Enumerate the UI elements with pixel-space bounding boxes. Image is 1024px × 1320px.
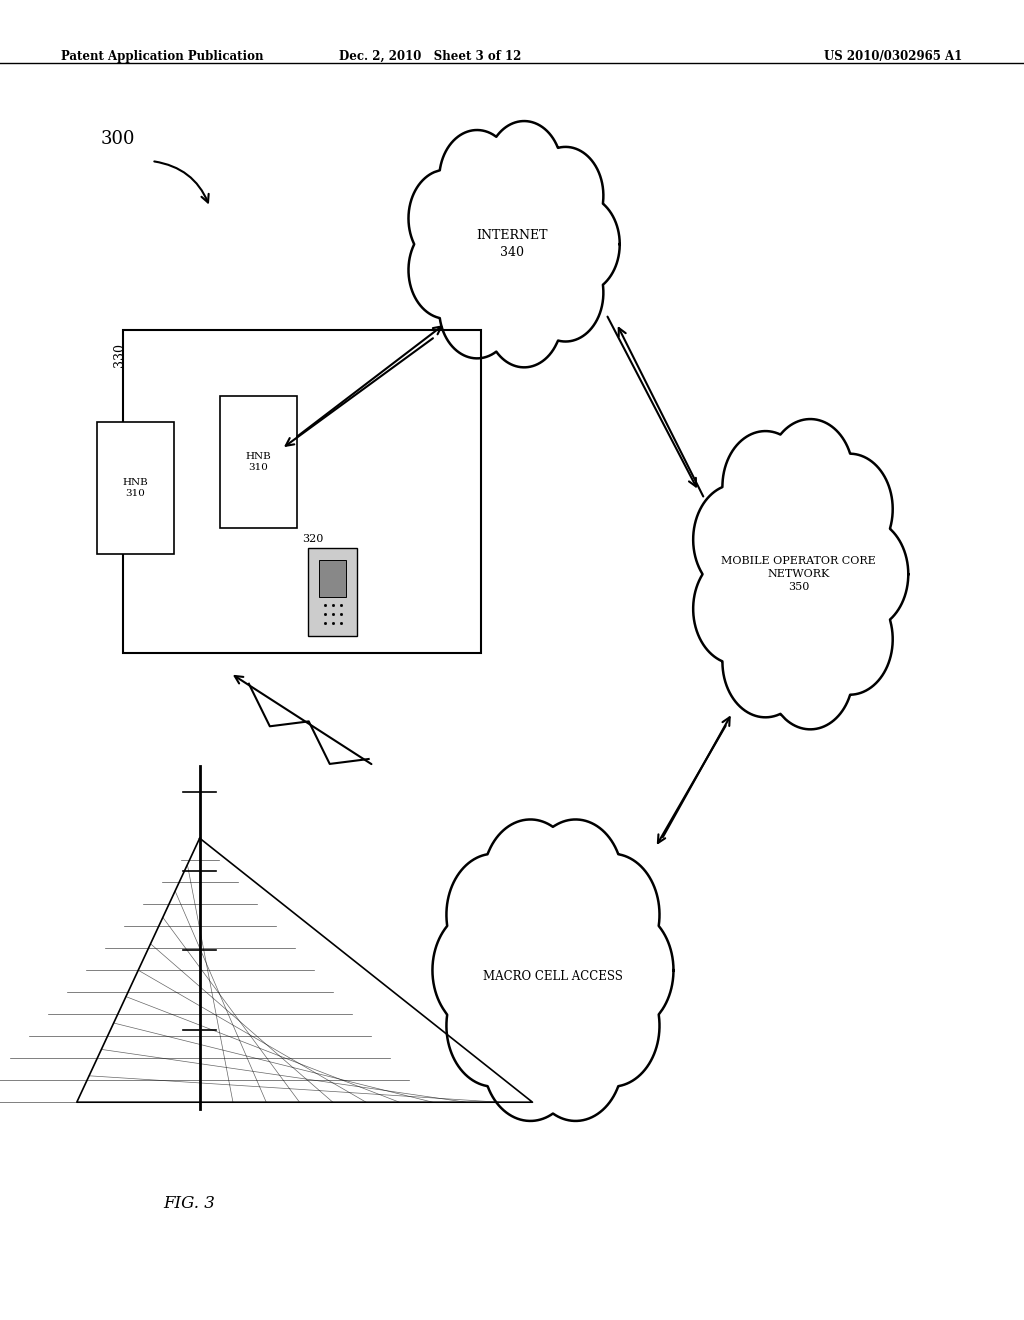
Circle shape: [565, 965, 659, 1086]
Circle shape: [483, 999, 578, 1121]
Text: 320: 320: [302, 533, 324, 544]
Circle shape: [693, 553, 779, 664]
Circle shape: [807, 454, 893, 565]
Text: HNB
310: HNB 310: [246, 451, 271, 473]
Circle shape: [439, 261, 515, 358]
Circle shape: [767, 418, 853, 529]
Circle shape: [723, 432, 809, 543]
Circle shape: [446, 854, 541, 975]
Circle shape: [432, 909, 527, 1031]
Circle shape: [483, 820, 578, 941]
FancyArrowPatch shape: [155, 161, 209, 202]
Text: Dec. 2, 2010   Sheet 3 of 12: Dec. 2, 2010 Sheet 3 of 12: [339, 50, 521, 63]
Circle shape: [439, 131, 515, 227]
Circle shape: [767, 619, 853, 730]
Circle shape: [693, 484, 779, 595]
Circle shape: [436, 148, 588, 342]
Circle shape: [723, 606, 809, 717]
Circle shape: [822, 519, 908, 630]
Polygon shape: [693, 418, 908, 730]
Polygon shape: [77, 838, 532, 1102]
Circle shape: [528, 820, 623, 941]
Circle shape: [727, 482, 870, 667]
Polygon shape: [432, 820, 674, 1121]
Text: FIG. 3: FIG. 3: [164, 1196, 215, 1212]
FancyBboxPatch shape: [308, 548, 357, 636]
Circle shape: [528, 999, 623, 1121]
Circle shape: [486, 121, 562, 219]
Text: Patent Application Publication: Patent Application Publication: [61, 50, 264, 63]
Circle shape: [565, 854, 659, 975]
FancyBboxPatch shape: [319, 560, 346, 597]
Text: MACRO CELL ACCESS: MACRO CELL ACCESS: [483, 970, 623, 983]
Circle shape: [527, 147, 603, 244]
Circle shape: [527, 244, 603, 342]
FancyBboxPatch shape: [220, 396, 297, 528]
FancyBboxPatch shape: [123, 330, 481, 653]
Circle shape: [486, 269, 562, 367]
Text: 330: 330: [113, 343, 126, 367]
Circle shape: [409, 222, 484, 319]
Circle shape: [474, 869, 632, 1072]
Text: 300: 300: [100, 129, 135, 148]
Circle shape: [544, 195, 620, 293]
Text: US 2010/0302965 A1: US 2010/0302965 A1: [824, 50, 963, 63]
FancyBboxPatch shape: [97, 422, 174, 554]
Circle shape: [579, 909, 674, 1031]
Polygon shape: [409, 121, 620, 367]
Circle shape: [446, 965, 541, 1086]
Text: INTERNET
340: INTERNET 340: [476, 230, 548, 259]
Circle shape: [409, 169, 484, 267]
Text: MOBILE OPERATOR CORE
NETWORK
350: MOBILE OPERATOR CORE NETWORK 350: [721, 556, 877, 593]
Circle shape: [807, 583, 893, 694]
Text: HNB
310: HNB 310: [123, 478, 148, 499]
